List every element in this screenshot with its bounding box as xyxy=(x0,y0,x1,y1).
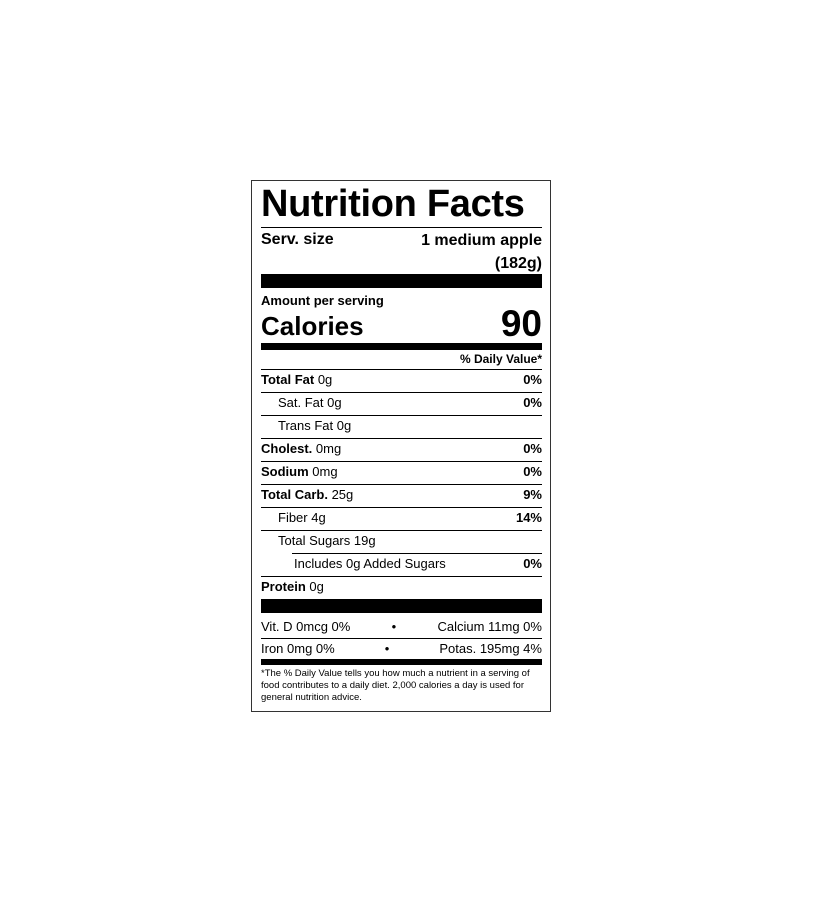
mineral: Vit. D 0mcg 0% xyxy=(261,619,351,634)
rule xyxy=(261,438,542,439)
nutrient-name: Trans Fat xyxy=(278,418,334,433)
nutrient-row: Trans Fat 0g xyxy=(278,415,542,437)
nutrient-dv: 0% xyxy=(523,441,542,456)
rule xyxy=(292,553,542,554)
calories-value: 90 xyxy=(500,303,542,344)
mineral-row: Iron 0mg 0% • Potas. 195mg 4% xyxy=(261,638,542,660)
mineral: Calcium 11mg 0% xyxy=(437,619,542,634)
rule xyxy=(261,576,542,577)
nutrient-dv: 14% xyxy=(515,510,542,525)
thick-rule xyxy=(261,659,542,665)
rule xyxy=(261,507,542,508)
rule xyxy=(261,415,542,416)
mineral-row: Vit. D 0mcg 0% • Calcium 11mg 0% xyxy=(261,616,542,638)
rule xyxy=(261,530,542,531)
calories-label: Calories xyxy=(261,311,364,341)
rule xyxy=(261,392,542,393)
nutrition-label: Nutrition Facts Serv. size 1 medium appl… xyxy=(251,180,551,712)
nutrient-dv: 0% xyxy=(523,395,542,410)
footnote: *The % Daily Value tells you how much a … xyxy=(261,668,530,703)
nutrient-name: Sat. Fat xyxy=(278,395,324,410)
nutrient-name: Total Carb. xyxy=(261,487,328,502)
nutrient-name: Sodium xyxy=(261,464,309,479)
nutrient-name: Includes 0g Added Sugars xyxy=(294,556,446,571)
bullet: • xyxy=(391,619,397,634)
nutrient-amount: 25g xyxy=(331,487,354,502)
nutrient-name: Cholest. xyxy=(261,441,313,456)
title: Nutrition Facts xyxy=(261,183,525,225)
nutrient-amount: 0mg xyxy=(312,464,338,479)
nutrient-name: Fiber xyxy=(278,510,308,525)
nutrient-amount: 0g xyxy=(327,395,342,410)
nutrient-amount: 0g xyxy=(309,579,324,594)
rule xyxy=(261,484,542,485)
nutrient-row: Cholest. 0mg 0% xyxy=(261,438,542,460)
mineral: Iron 0mg 0% xyxy=(261,641,335,656)
nutrient-row: Sat. Fat 0g 0% xyxy=(278,392,542,414)
serving-value: 1 medium apple (182g) xyxy=(421,232,542,272)
nutrient-amount: 4g xyxy=(311,510,326,525)
rule xyxy=(261,227,542,228)
serving-label: Serv. size xyxy=(261,231,334,248)
nutrient-row: Total Carb. 25g 9% xyxy=(261,484,542,506)
nutrient-dv: 0% xyxy=(523,372,542,387)
amount-per-serving: Amount per serving xyxy=(261,293,384,308)
daily-value-header: % Daily Value* xyxy=(459,352,542,366)
nutrient-amount: 0g xyxy=(336,418,352,433)
mineral: Potas. 195mg 4% xyxy=(439,641,542,656)
nutrient-name: Total Fat xyxy=(261,372,315,387)
nutrient-dv: 0% xyxy=(523,464,542,479)
nutrient-row: Includes 0g Added Sugars 0% xyxy=(294,553,542,575)
nutrient-dv: 9% xyxy=(523,487,542,502)
nutrient-amount: 0g xyxy=(317,372,333,387)
nutrient-dv: 0% xyxy=(523,556,542,571)
nutrient-name: Total Sugars xyxy=(278,533,351,548)
nutrient-row: Total Fat 0g 0% xyxy=(261,369,542,391)
nutrient-row: Fiber 4g 14% xyxy=(278,507,542,529)
bullet: • xyxy=(384,641,390,656)
nutrient-row: Sodium 0mg 0% xyxy=(261,461,542,483)
thick-rule xyxy=(261,274,542,288)
rule xyxy=(261,638,542,639)
nutrient-row: Protein 0g xyxy=(261,576,542,598)
thick-rule xyxy=(261,343,542,350)
thick-rule xyxy=(261,599,542,613)
nutrient-amount: 19g xyxy=(353,533,376,548)
rule xyxy=(261,369,542,370)
rule xyxy=(261,461,542,462)
nutrient-row: Total Sugars 19g xyxy=(278,530,542,552)
nutrient-amount: 0mg xyxy=(315,441,342,456)
nutrient-name: Protein xyxy=(261,579,306,594)
